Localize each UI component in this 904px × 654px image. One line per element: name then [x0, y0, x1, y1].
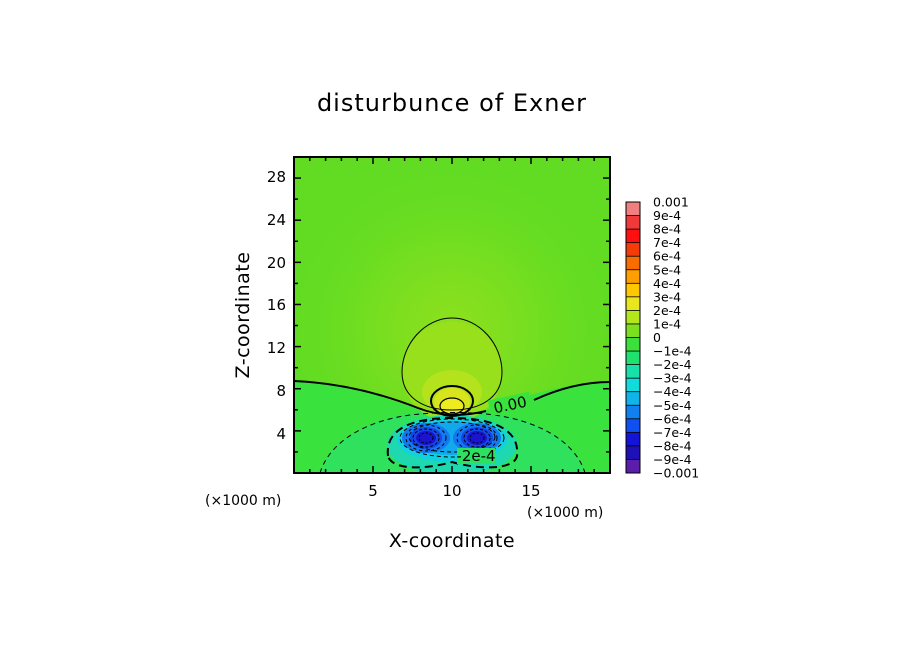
colorbar-swatch: [626, 445, 640, 460]
colorbar-label: −3e-4: [653, 371, 692, 386]
contour-negative-outer: [319, 412, 586, 473]
y-tick-label: 4: [276, 425, 286, 443]
colorbar-swatch: [626, 418, 640, 433]
x-unit-right: (×1000 m): [527, 505, 603, 521]
contour-label-neg: -2e-4: [456, 447, 495, 465]
x-tick-label: 15: [521, 482, 540, 500]
colorbar-label: 8e-4: [653, 222, 681, 237]
colorbar-swatch: [626, 242, 640, 257]
colorbar-swatch: [626, 269, 640, 284]
y-tick-label: 16: [267, 296, 286, 314]
contour-label-zero-bg: [487, 391, 533, 417]
colorbar-label: −1e-4: [653, 344, 692, 359]
colorbar-label: 6e-4: [653, 249, 681, 264]
x-axis-label: X-coordinate: [389, 530, 515, 552]
x-unit-left: (×1000 m): [205, 493, 281, 509]
colorbar-label: −5e-4: [653, 398, 692, 413]
contour-lobe-left-2: [412, 428, 440, 448]
contour-negative-3: [399, 418, 505, 458]
contour-negative-2e4: [386, 416, 519, 469]
y-tick-label: 12: [267, 339, 286, 357]
colorbar-label: 4e-4: [653, 276, 681, 291]
colorbar-swatch: [626, 296, 640, 311]
colorbar-label: −9e-4: [653, 452, 692, 467]
colorbar-label: −6e-4: [653, 411, 692, 426]
colorbar-swatch: [626, 229, 640, 244]
colorbar-swatch: [626, 323, 640, 338]
colorbar-label: 7e-4: [653, 235, 681, 250]
y-tick-label: 20: [267, 254, 286, 272]
colorbar-label: 2e-4: [653, 303, 681, 318]
colorbar-swatch: [626, 202, 640, 216]
contour-positive-1: [401, 317, 503, 411]
colorbar-swatch: [626, 432, 640, 447]
y-tick-label: 24: [267, 211, 286, 229]
colorbar-swatch: [626, 310, 640, 325]
colorbar-label: −8e-4: [653, 438, 692, 453]
colorbar-label: −4e-4: [653, 384, 692, 399]
y-axis-label: Z-coordinate: [232, 252, 254, 379]
colorbar-label: −7e-4: [653, 425, 692, 440]
colorbar-swatch: [626, 364, 640, 379]
colorbar-swatch: [626, 378, 640, 393]
x-tick-label: 5: [368, 482, 378, 500]
chart-title: disturbunce of Exner: [317, 89, 587, 117]
contour-negative-4: [408, 421, 496, 453]
colorbar-swatch: [626, 459, 640, 474]
colorbar-labels: 0.0019e-48e-47e-46e-45e-44e-43e-42e-41e-…: [626, 195, 699, 481]
colorbar-swatch: [626, 256, 640, 271]
contour-positive-3: [439, 397, 465, 415]
contour-lobe-left-3: [418, 432, 434, 444]
colorbar-swatch: [626, 215, 640, 230]
colorbar: [625, 201, 641, 474]
axis-ticks: [294, 157, 610, 473]
colorbar-label: 3e-4: [653, 289, 681, 304]
y-tick-label: 28: [267, 168, 286, 186]
contour-lines: [294, 317, 610, 473]
contour-zero-line-right: [533, 381, 610, 401]
colorbar-label: 9e-4: [653, 208, 681, 223]
colorbar-swatch: [626, 337, 640, 352]
colorbar-label: 1e-4: [653, 316, 681, 331]
colorbar-swatch: [626, 391, 640, 406]
colorbar-label: 0.001: [653, 195, 689, 210]
contour-label-neg-bg: [457, 448, 495, 464]
x-tick-labels: 5 10 15: [368, 482, 540, 500]
colorbar-label: −2e-4: [653, 357, 692, 372]
field-positive-core: [441, 397, 463, 413]
contour-lobe-right-3: [469, 432, 485, 444]
contour-lobe-left-1: [405, 424, 447, 452]
contour-lobe-right-2: [463, 428, 491, 448]
y-tick-labels: 4 8 12 16 20 24 28: [267, 168, 286, 443]
colorbar-label: 5e-4: [653, 262, 681, 277]
colorbar-swatch: [626, 283, 640, 298]
colorbar-swatch: [626, 351, 640, 365]
x-tick-label: 10: [442, 482, 461, 500]
contour-field: [294, 157, 610, 473]
colorbar-swatch: [626, 405, 640, 420]
colorbar-label: 0: [653, 330, 661, 345]
y-tick-label: 8: [276, 382, 286, 400]
contour-positive-2: [430, 385, 474, 417]
colorbar-label: −0.001: [653, 466, 699, 481]
